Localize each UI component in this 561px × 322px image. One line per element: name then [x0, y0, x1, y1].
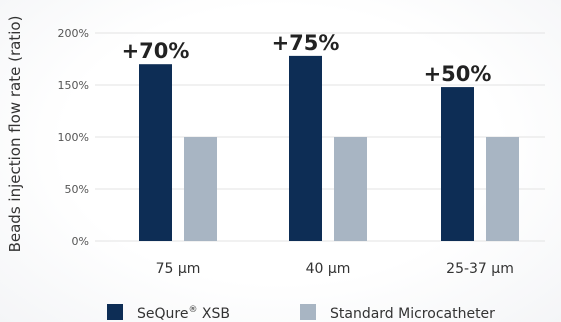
- bar-annotation: +70%: [122, 39, 190, 63]
- legend-label-sequre: SeQure® XSB: [137, 305, 230, 322]
- bar-standard: [184, 137, 217, 241]
- x-category-labels: 75 µm 40 µm 25-37 µm: [156, 261, 514, 277]
- y-tick-label: 0%: [72, 235, 89, 248]
- x-category-label: 75 µm: [156, 261, 201, 277]
- legend: SeQure® XSB Standard Microcatheter: [107, 304, 495, 322]
- bar-standard: [486, 137, 519, 241]
- y-axis-label: Beads injection flow rate (ratio): [6, 16, 24, 253]
- y-tick-label: 150%: [58, 79, 89, 92]
- y-tick-labels: 0% 50% 100% 150% 200%: [58, 27, 89, 248]
- bar-annotations: +70% +75% +50%: [122, 31, 492, 86]
- bar-standard: [334, 137, 367, 241]
- legend-swatch-sequre: [107, 304, 123, 320]
- y-tick-label: 50%: [65, 183, 89, 196]
- y-tick-label: 200%: [58, 27, 89, 40]
- x-category-label: 40 µm: [306, 261, 351, 277]
- legend-swatch-standard: [300, 304, 316, 320]
- bar-sequre: [289, 55, 322, 241]
- bar-annotation: +75%: [272, 31, 340, 55]
- legend-label-standard: Standard Microcatheter: [330, 306, 495, 322]
- bar-annotation: +50%: [424, 62, 492, 86]
- x-category-label: 25-37 µm: [446, 261, 514, 277]
- bar-sequre: [139, 64, 172, 241]
- bars: [139, 55, 519, 241]
- y-tick-label: 100%: [58, 131, 89, 144]
- bar-sequre: [441, 87, 474, 241]
